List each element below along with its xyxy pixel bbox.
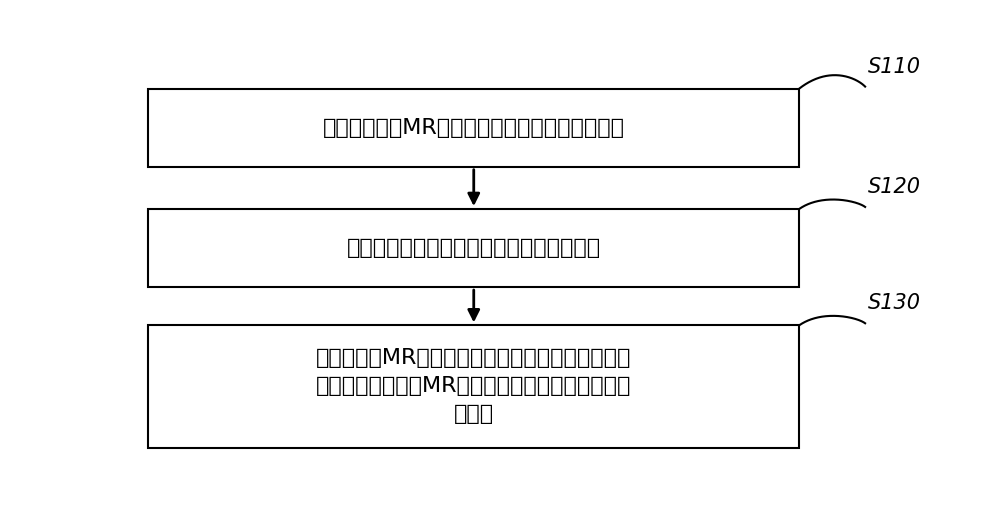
FancyBboxPatch shape xyxy=(148,89,799,167)
FancyBboxPatch shape xyxy=(148,325,799,448)
Text: 将所述用户MR数据与所述指纹库中的特征向量进行
匹配，将所述用户MR数据分配到能够匹配的最佳空
间栅格: 将所述用户MR数据与所述指纹库中的特征向量进行 匹配，将所述用户MR数据分配到能… xyxy=(316,349,631,425)
FancyBboxPatch shape xyxy=(148,209,799,287)
Text: S110: S110 xyxy=(867,57,920,77)
Text: 采用经纬度校准算法对所述指纹库进行校正: 采用经纬度校准算法对所述指纹库进行校正 xyxy=(347,238,601,258)
Text: 基于所述用户MR数据，建立空间栅格特征指纹库: 基于所述用户MR数据，建立空间栅格特征指纹库 xyxy=(323,118,625,138)
Text: S130: S130 xyxy=(867,293,920,313)
Text: S120: S120 xyxy=(867,177,920,197)
